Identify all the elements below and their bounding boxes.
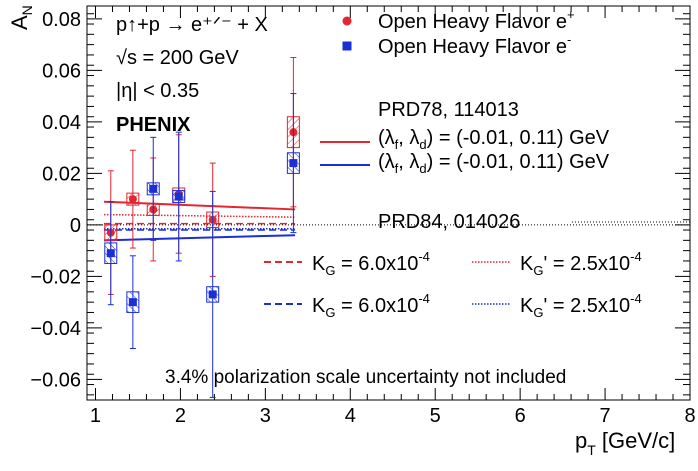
y-tick-label: −0.04: [30, 318, 81, 340]
legend-electron-label: Open Heavy Flavor e-: [378, 32, 571, 58]
x-tick-label: 3: [260, 405, 271, 427]
y-tick-label: −0.02: [30, 266, 81, 288]
annotation: 3.4% polarization scale uncertainty not …: [165, 367, 566, 388]
x-axis-title: pT [GeV/c]: [575, 428, 675, 458]
electron-point: [208, 290, 217, 299]
x-axis-title-main: p: [575, 428, 587, 453]
electron-point: [149, 184, 158, 193]
info-reaction: p↑+p → e⁺ᐟ⁻ + X: [116, 14, 268, 36]
legend-electron-marker: [342, 41, 352, 51]
y-tick-label: 0.06: [42, 60, 81, 82]
x-tick-label: 2: [175, 405, 186, 427]
theory-curve-solid: [103, 234, 296, 242]
electron-point: [128, 298, 137, 307]
theory-curve-dotted: [103, 213, 296, 218]
x-axis-title-sub: T: [587, 442, 596, 458]
x-tick-label: 7: [600, 405, 611, 427]
legend-kg-blue-label: KG = 6.0x10-4: [312, 291, 430, 320]
legend-ref1-red-label: (λf, λd) = (-0.01, 0.11) GeV: [378, 127, 610, 152]
y-tick-label: 0: [70, 215, 81, 237]
y-tick-label: −0.06: [30, 369, 81, 391]
legend-electron-sup: -: [567, 32, 571, 47]
positron-point: [128, 195, 137, 204]
legend-ref1: PRD78, 114013: [378, 99, 519, 121]
legend-positron-marker: [342, 16, 352, 26]
legend-kgp-red-label: KG' = 2.5x10-4: [520, 249, 642, 278]
x-tick-label: 8: [684, 405, 695, 427]
y-axis-title-main: A: [7, 15, 32, 30]
info-energy: √s = 200 GeV: [116, 47, 239, 69]
legend-positron-label: Open Heavy Flavor e+: [378, 7, 575, 33]
legend: Open Heavy Flavor e+ Open Heavy Flavor e…: [264, 7, 690, 320]
y-axis-title: AN: [7, 5, 35, 30]
axes: 1 2 3 4 5 6 7 8 −0.06 −0.04 −0.02 0 0.02 0.04 0.06 0.08: [30, 6, 696, 427]
legend-positron-sup: +: [567, 7, 575, 22]
info-eta: |η| < 0.35: [116, 80, 199, 102]
x-tick-label: 5: [430, 405, 441, 427]
y-tick-label: 0.02: [42, 163, 81, 185]
data-points: [104, 57, 300, 398]
legend-electron-text: Open Heavy Flavor e: [378, 36, 567, 58]
x-tick-label: 4: [345, 405, 356, 427]
x-axis-title-unit: [GeV/c]: [596, 428, 675, 453]
y-tick-label: 0.08: [42, 9, 81, 31]
info-experiment: PHENIX: [116, 114, 191, 136]
y-tick-label: 0.04: [42, 112, 81, 134]
legend-kg-red-label: KG = 6.0x10-4: [312, 249, 430, 278]
x-tick-label: 1: [90, 405, 101, 427]
legend-ref2: PRD84, 014026: [378, 211, 520, 233]
legend-positron-text: Open Heavy Flavor e: [378, 11, 567, 33]
plot-frame: [86, 5, 691, 401]
electron-point: [289, 159, 298, 168]
y-axis-title-sub: N: [19, 5, 35, 15]
legend-ref1-blue-label: (λf, λd) = (-0.01, 0.11) GeV: [378, 151, 610, 176]
electron-point: [106, 249, 115, 258]
electron-point: [174, 192, 183, 201]
x-tick-label: 6: [515, 405, 526, 427]
legend-kgp-blue-label: KG' = 2.5x10-4: [520, 291, 642, 320]
